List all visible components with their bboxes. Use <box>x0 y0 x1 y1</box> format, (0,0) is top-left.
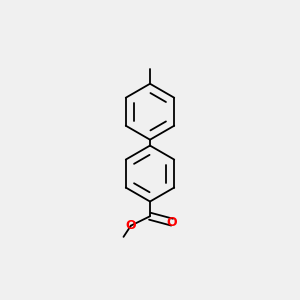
Text: O: O <box>167 216 177 229</box>
Text: O: O <box>125 219 136 232</box>
